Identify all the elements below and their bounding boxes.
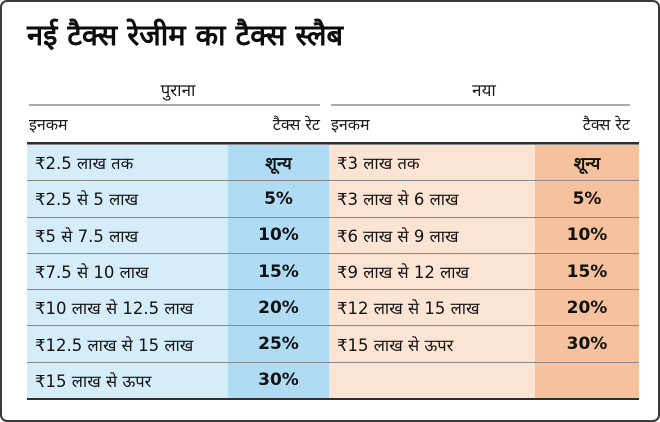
income-cell	[329, 362, 535, 399]
income-cell: ₹2.5 से 5 लाख	[27, 181, 228, 217]
rate-cell: शून्य	[535, 145, 639, 181]
income-cell: ₹5 से 7.5 लाख	[27, 217, 228, 253]
column-headers-old: इनकम टैक्स रेट	[27, 106, 329, 142]
rate-cell: 15%	[228, 253, 329, 290]
income-cell: ₹9 लाख से 12 लाख	[329, 253, 535, 290]
table-row	[329, 361, 639, 399]
rate-column-header: टैक्स रेट	[272, 115, 320, 134]
income-cell: ₹15 लाख से ऊपर	[27, 362, 228, 399]
table-row: ₹5 से 7.5 लाख 10%	[27, 216, 329, 253]
income-cell: ₹10 लाख से 12.5 लाख	[27, 290, 228, 326]
rate-column-header: टैक्स रेट	[582, 115, 630, 134]
rate-cell: शून्य	[228, 145, 329, 181]
table-row: ₹3 लाख से 6 लाख 5%	[329, 180, 639, 217]
income-cell: ₹3 लाख से 6 लाख	[329, 181, 535, 217]
table-body-old: ₹2.5 लाख तक शून्य ₹2.5 से 5 लाख 5% ₹5 से…	[27, 142, 329, 401]
table-body-new: ₹3 लाख तक शून्य ₹3 लाख से 6 लाख 5% ₹6 ला…	[329, 142, 639, 401]
rate-cell: 20%	[228, 290, 329, 326]
income-cell: ₹3 लाख तक	[329, 145, 535, 181]
table-row: ₹12 लाख से 15 लाख 20%	[329, 289, 639, 326]
table-row: ₹7.5 से 10 लाख 15%	[27, 252, 329, 290]
income-column-header: इनकम	[331, 115, 370, 134]
rate-cell	[535, 362, 639, 399]
page-title: नई टैक्स रेजीम का टैक्स स्लैब	[27, 18, 344, 52]
income-cell: ₹7.5 से 10 लाख	[27, 253, 228, 290]
header-divider	[29, 104, 320, 106]
income-cell: ₹12.5 लाख से 15 लाख	[27, 326, 228, 362]
table-row: ₹2.5 लाख तक शून्य	[27, 144, 329, 181]
income-cell: ₹15 लाख से ऊपर	[329, 326, 535, 362]
table-row: ₹9 लाख से 12 लाख 15%	[329, 252, 639, 290]
header-divider	[331, 104, 630, 106]
rate-cell: 5%	[535, 181, 639, 217]
table-row: ₹6 लाख से 9 लाख 10%	[329, 216, 639, 253]
tax-slab-tables: पुराना इनकम टैक्स रेट ₹2.5 लाख तक शून्य …	[27, 80, 639, 401]
regime-table-new: नया इनकम टैक्स रेट ₹3 लाख तक शून्य ₹3 ला…	[329, 80, 639, 401]
income-cell: ₹2.5 लाख तक	[27, 145, 228, 181]
table-row: ₹12.5 लाख से 15 लाख 25%	[27, 325, 329, 362]
column-headers-new: इनकम टैक्स रेट	[329, 106, 639, 142]
table-row: ₹2.5 से 5 लाख 5%	[27, 180, 329, 217]
rate-cell: 10%	[228, 217, 329, 253]
regime-label-new: नया	[472, 81, 496, 101]
table-row: ₹3 लाख तक शून्य	[329, 144, 639, 181]
table-row: ₹15 लाख से ऊपर 30%	[27, 361, 329, 399]
rate-cell: 15%	[535, 253, 639, 290]
table-row: ₹10 लाख से 12.5 लाख 20%	[27, 289, 329, 326]
regime-table-old: पुराना इनकम टैक्स रेट ₹2.5 लाख तक शून्य …	[27, 80, 329, 401]
rate-cell: 30%	[535, 326, 639, 362]
rate-cell: 5%	[228, 181, 329, 217]
income-column-header: इनकम	[29, 115, 68, 134]
income-cell: ₹12 लाख से 15 लाख	[329, 290, 535, 326]
rate-cell: 30%	[228, 362, 329, 399]
income-cell: ₹6 लाख से 9 लाख	[329, 217, 535, 253]
rate-cell: 25%	[228, 326, 329, 362]
rate-cell: 20%	[535, 290, 639, 326]
rate-cell: 10%	[535, 217, 639, 253]
table-row: ₹15 लाख से ऊपर 30%	[329, 325, 639, 362]
regime-label-old: पुराना	[160, 81, 196, 101]
